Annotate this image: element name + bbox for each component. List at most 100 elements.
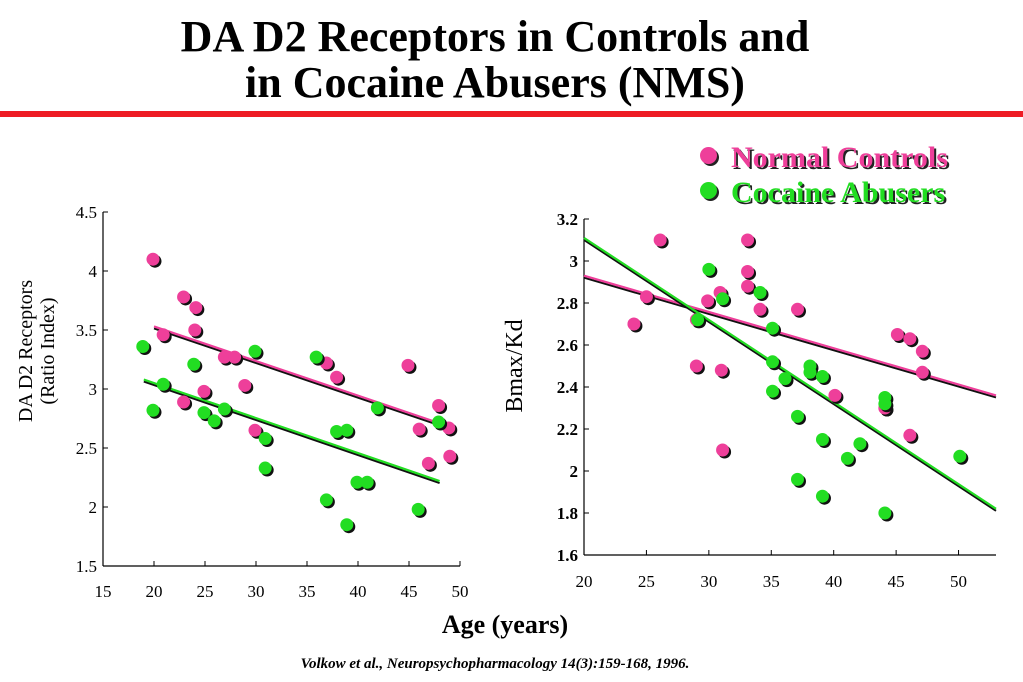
x-tick-label: 40 [350, 582, 367, 601]
data-point-abusers [360, 475, 374, 489]
data-point-controls [903, 428, 917, 442]
data-point-abusers [716, 292, 730, 306]
data-point-abusers [187, 357, 201, 371]
data-point-abusers [258, 432, 272, 446]
x-tick-label: 40 [825, 572, 842, 591]
y-tick-label: 1.6 [557, 546, 578, 565]
data-point-abusers [432, 415, 446, 429]
data-point-controls [653, 233, 667, 247]
data-point-abusers [207, 414, 221, 428]
data-point-abusers [778, 372, 792, 386]
data-point-controls [828, 388, 842, 402]
data-point-controls [741, 279, 755, 293]
citation: Volkow et al., Neuropsychopharmacology 1… [300, 656, 690, 672]
data-point-controls [915, 344, 929, 358]
x-axis-label: Age (years) [442, 610, 568, 639]
fit-line-controls [153, 325, 451, 428]
data-point-abusers [815, 433, 829, 446]
data-point-controls [741, 265, 755, 278]
data-point-abusers [340, 423, 354, 437]
y-tick-label: 1.8 [557, 504, 578, 523]
data-point-controls [432, 399, 446, 413]
data-point-abusers [790, 409, 804, 423]
data-point-controls [188, 323, 202, 337]
data-point-controls [714, 363, 728, 377]
data-point-controls [701, 294, 715, 308]
y-tick-label: 3.5 [76, 321, 97, 340]
fit-line-shadow [153, 327, 451, 430]
data-point-abusers [766, 321, 780, 335]
data-point-controls [753, 302, 767, 316]
page-title-line2: in Cocaine Abusers (NMS) [245, 58, 745, 107]
x-tick-label: 35 [299, 582, 316, 601]
y-tick-label: 2 [570, 462, 579, 481]
y-axis-label: Bmax/Kd [502, 319, 528, 412]
y-axis-label-line: DA D2 Receptors [15, 280, 37, 422]
x-tick-label: 15 [95, 582, 112, 601]
data-point-controls [639, 290, 653, 304]
data-point-abusers [319, 493, 333, 507]
data-point-controls [177, 290, 191, 304]
fit-line-abusers [143, 378, 440, 483]
data-point-abusers [815, 370, 829, 383]
data-point-controls [890, 328, 904, 341]
data-point-controls [627, 317, 641, 331]
data-point-abusers [753, 286, 767, 299]
y-tick-label: 4 [89, 262, 98, 281]
x-tick-label: 25 [638, 572, 655, 591]
data-point-controls [217, 350, 231, 364]
data-point-abusers [878, 506, 892, 520]
data-point-abusers [691, 313, 705, 327]
data-point-controls [156, 328, 170, 342]
data-point-controls [248, 423, 262, 437]
x-tick-label: 20 [576, 572, 593, 591]
data-point-abusers [766, 384, 780, 398]
data-point-abusers [803, 365, 817, 379]
data-point-abusers [766, 355, 780, 369]
data-point-abusers [853, 437, 867, 451]
x-tick-label: 35 [763, 572, 780, 591]
data-point-abusers [350, 475, 364, 489]
y-tick-label: 3 [89, 380, 98, 399]
y-tick-label: 2.4 [557, 378, 579, 397]
data-point-controls [177, 395, 191, 409]
y-tick-label: 3.2 [557, 210, 578, 229]
data-point-abusers [790, 472, 804, 486]
x-tick-label: 50 [950, 572, 967, 591]
x-tick-label: 30 [248, 582, 265, 601]
legend-item-controls: Normal Controls [700, 142, 948, 174]
x-tick-label: 50 [452, 582, 469, 601]
data-point-controls [790, 302, 804, 316]
data-point-abusers [370, 401, 384, 415]
legend-marker-abusers [700, 182, 717, 199]
y-tick-label: 2.6 [557, 336, 578, 355]
y-tick-label: 2.8 [557, 294, 578, 313]
legend-item-abusers: Cocaine Abusers [700, 177, 945, 209]
legend-label-abusers: Cocaine Abusers [731, 176, 946, 209]
x-tick-label: 45 [401, 582, 418, 601]
data-point-abusers [197, 406, 211, 420]
data-point-controls [915, 365, 929, 379]
y-axis-label-line: Bmax/Kd [502, 319, 528, 412]
data-point-controls [197, 384, 211, 398]
data-point-abusers [309, 350, 323, 364]
y-tick-label: 2.2 [557, 420, 578, 439]
data-point-controls [903, 332, 917, 346]
page-title-line1: DA D2 Receptors in Controls and [180, 12, 810, 61]
data-point-abusers [258, 461, 272, 475]
y-tick-label: 2.5 [76, 439, 97, 458]
data-point-abusers [156, 377, 170, 391]
data-point-abusers [217, 402, 231, 416]
data-point-controls [330, 370, 344, 384]
legend-label-controls: Normal Controls [731, 141, 948, 174]
data-point-abusers [136, 340, 150, 354]
data-point-controls [716, 443, 730, 457]
y-tick-label: 4.5 [76, 203, 97, 222]
data-point-controls [412, 422, 426, 436]
data-point-controls [146, 252, 160, 266]
data-point-controls [443, 449, 457, 463]
fit-line-shadow [143, 380, 440, 484]
y-axis-label-line: (Ratio Index) [37, 297, 59, 404]
y-axis-label: DA D2 Receptors(Ratio Index) [15, 280, 59, 422]
